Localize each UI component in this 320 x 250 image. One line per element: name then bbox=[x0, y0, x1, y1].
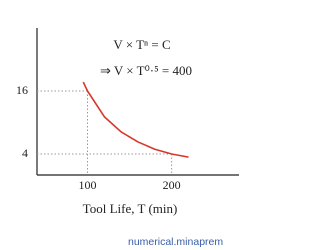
x-tick-label: 200 bbox=[163, 178, 181, 192]
y-tick-label: 4 bbox=[22, 146, 28, 160]
x-tick-label: 100 bbox=[79, 178, 97, 192]
y-tick-label: 16 bbox=[16, 83, 28, 97]
watermark: numerical.minaprem bbox=[128, 236, 223, 248]
equation: ⇒ V × T⁰·⁵ = 400 bbox=[100, 63, 192, 78]
chart: V × Tⁿ = C ⇒ V × T⁰·⁵ = 400 Tool Life, T… bbox=[16, 28, 239, 248]
curve bbox=[82, 81, 189, 158]
equation: V × Tⁿ = C bbox=[113, 37, 170, 52]
x-axis-label: Tool Life, T (min) bbox=[83, 201, 178, 216]
